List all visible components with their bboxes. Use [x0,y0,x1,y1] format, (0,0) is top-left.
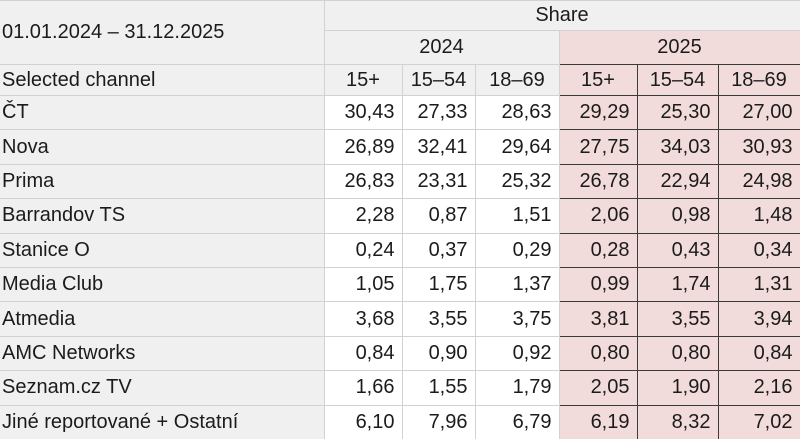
demo-header-2024-18-69[interactable]: 18–69 [474,64,560,96]
share-value-2024[interactable]: 0,37 [401,232,476,268]
channel-name-cell[interactable]: Seznam.cz TV [0,370,325,406]
channel-name-cell[interactable]: Nova [0,129,325,165]
table-row: Barrandov TS 2,28 0,87 1,51 2,06 0,98 1,48 [0,198,800,234]
share-value-2025[interactable]: 26,78 [558,163,638,200]
share-value-2025[interactable]: 6,19 [558,404,638,439]
share-value-2025[interactable]: 0,80 [558,335,638,372]
share-value-2025[interactable]: 25,30 [636,94,719,131]
share-value-2025[interactable]: 0,99 [558,266,638,303]
share-value-2024[interactable]: 27,33 [401,94,476,131]
share-value-2024[interactable]: 1,51 [474,198,560,234]
share-value-2025[interactable]: 0,43 [636,232,719,268]
channel-name-cell[interactable]: Barrandov TS [0,198,325,234]
channel-name-cell[interactable]: Jiné reportované + Ostatní [0,404,325,439]
date-range-cell[interactable]: 01.01.2024 – 31.12.2025 [0,0,325,65]
share-value-2024[interactable]: 3,75 [474,301,560,337]
demo-header-2025-15-54[interactable]: 15–54 [636,64,719,96]
share-value-2024[interactable]: 25,32 [474,163,560,200]
share-value-2024[interactable]: 30,43 [323,94,403,131]
channel-name-cell[interactable]: Stanice O [0,232,325,268]
header-row-demographics: Selected channel 15+ 15–54 18–69 15+ 15–… [0,64,800,96]
share-value-2025[interactable]: 29,29 [558,94,638,131]
share-value-2024[interactable]: 1,37 [474,266,560,303]
share-value-2025[interactable]: 7,02 [717,404,800,439]
share-value-2024[interactable]: 0,84 [323,335,403,372]
share-value-2024[interactable]: 6,79 [474,404,560,439]
share-value-2024[interactable]: 26,89 [323,129,403,165]
share-value-2025[interactable]: 24,98 [717,163,800,200]
share-value-2024[interactable]: 0,24 [323,232,403,268]
share-value-2025[interactable]: 0,84 [717,335,800,372]
demo-header-2025-18-69[interactable]: 18–69 [717,64,800,96]
table-row: Media Club 1,05 1,75 1,37 0,99 1,74 1,31 [0,266,800,303]
share-value-2024[interactable]: 1,66 [323,370,403,406]
header-row-share: 01.01.2024 – 31.12.2025 Share [0,0,800,65]
share-value-2025[interactable]: 1,74 [636,266,719,303]
demo-header-2025-15plus[interactable]: 15+ [558,64,638,96]
share-value-2025[interactable]: 30,93 [717,129,800,165]
share-value-2024[interactable]: 2,28 [323,198,403,234]
share-value-2025[interactable]: 3,55 [636,301,719,337]
share-value-2024[interactable]: 6,10 [323,404,403,439]
share-value-2025[interactable]: 2,05 [558,370,638,406]
selected-channel-header[interactable]: Selected channel [0,64,325,96]
table-row: Nova 26,89 32,41 29,64 27,75 34,03 30,93 [0,129,800,165]
share-value-2025[interactable]: 3,94 [717,301,800,337]
share-value-2025[interactable]: 1,31 [717,266,800,303]
share-value-2024[interactable]: 1,05 [323,266,403,303]
share-value-2025[interactable]: 0,98 [636,198,719,234]
channel-name-cell[interactable]: Prima [0,163,325,200]
share-value-2025[interactable]: 22,94 [636,163,719,200]
table-row: Jiné reportované + Ostatní 6,10 7,96 6,79 6,… [0,404,800,439]
demo-header-2024-15plus[interactable]: 15+ [323,64,403,96]
share-value-2024[interactable]: 1,75 [401,266,476,303]
share-value-2024[interactable]: 32,41 [401,129,476,165]
share-value-2025[interactable]: 27,75 [558,129,638,165]
share-header-cell[interactable]: Share [323,0,800,31]
share-value-2024[interactable]: 28,63 [474,94,560,131]
share-value-2025[interactable]: 2,06 [558,198,638,234]
table-row: Prima 26,83 23,31 25,32 26,78 22,94 24,98 [0,163,800,200]
share-value-2025[interactable]: 0,28 [558,232,638,268]
share-value-2025[interactable]: 34,03 [636,129,719,165]
year-header-2024[interactable]: 2024 [323,30,560,65]
share-value-2025[interactable]: 1,48 [717,198,800,234]
share-value-2025[interactable]: 1,90 [636,370,719,406]
channel-name-cell[interactable]: Atmedia [0,301,325,337]
share-value-2024[interactable]: 0,92 [474,335,560,372]
share-value-2025[interactable]: 0,80 [636,335,719,372]
share-value-2024[interactable]: 26,83 [323,163,403,200]
table-row: AMC Networks 0,84 0,90 0,92 0,80 0,80 0,84 [0,335,800,372]
table-row: Atmedia 3,68 3,55 3,75 3,81 3,55 3,94 [0,301,800,337]
share-value-2025[interactable]: 0,34 [717,232,800,268]
channel-name-cell[interactable]: Media Club [0,266,325,303]
share-value-2025[interactable]: 27,00 [717,94,800,131]
table-row: Stanice O 0,24 0,37 0,29 0,28 0,43 0,34 [0,232,800,268]
share-value-2024[interactable]: 0,87 [401,198,476,234]
share-value-2024[interactable]: 0,90 [401,335,476,372]
demo-header-2024-15-54[interactable]: 15–54 [401,64,476,96]
share-value-2024[interactable]: 3,55 [401,301,476,337]
share-value-2024[interactable]: 1,55 [401,370,476,406]
share-value-2024[interactable]: 3,68 [323,301,403,337]
table-row: ČT 30,43 27,33 28,63 29,29 25,30 27,00 [0,94,800,131]
table-body: ČT 30,43 27,33 28,63 29,29 25,30 27,00 Nova 26,8… [0,94,800,439]
share-value-2024[interactable]: 0,29 [474,232,560,268]
channel-name-cell[interactable]: ČT [0,94,325,131]
year-header-2025[interactable]: 2025 [558,30,800,65]
share-value-2025[interactable]: 8,32 [636,404,719,439]
channel-name-cell[interactable]: AMC Networks [0,335,325,372]
share-value-2025[interactable]: 3,81 [558,301,638,337]
share-value-2025[interactable]: 2,16 [717,370,800,406]
share-value-2024[interactable]: 1,79 [474,370,560,406]
share-value-2024[interactable]: 29,64 [474,129,560,165]
table-row: Seznam.cz TV 1,66 1,55 1,79 2,05 1,90 2,16 [0,370,800,406]
share-value-2024[interactable]: 23,31 [401,163,476,200]
share-value-2024[interactable]: 7,96 [401,404,476,439]
